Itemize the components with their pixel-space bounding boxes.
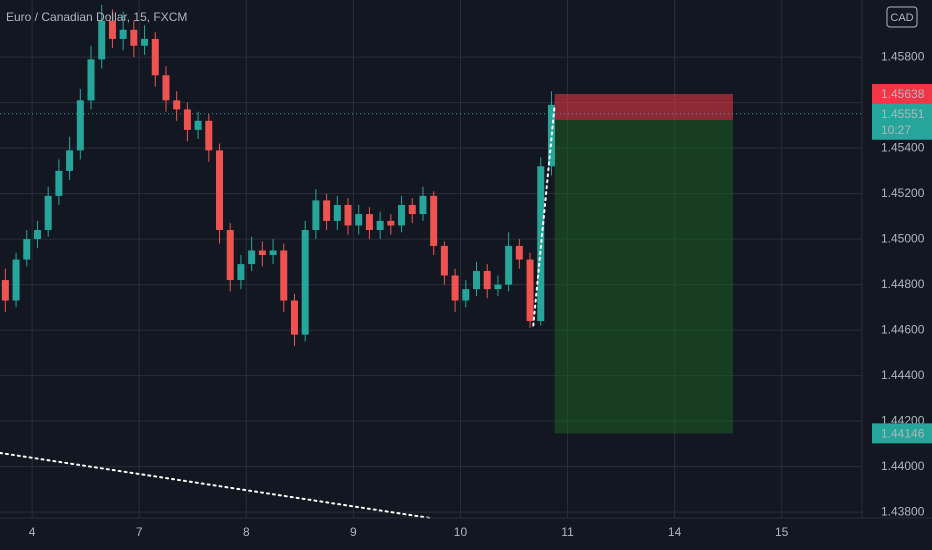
candle-body — [44, 195, 52, 230]
candle-body — [119, 29, 127, 39]
candle-body — [269, 250, 277, 256]
candle-body — [130, 29, 138, 46]
chart-title: Euro / Canadian Dollar, 15, FXCM — [6, 10, 187, 24]
price-label: 1.45638 — [881, 87, 925, 101]
candle-body — [312, 200, 320, 230]
candle-body — [183, 109, 191, 130]
axes: 1.438001.440001.442001.444001.446001.448… — [29, 49, 932, 539]
y-tick-label: 1.45400 — [881, 140, 925, 154]
candle-body — [387, 220, 395, 226]
candle-body — [344, 204, 352, 226]
x-tick-label: 11 — [561, 525, 574, 539]
candle-body — [462, 289, 470, 301]
candle-body — [323, 200, 331, 221]
price-label-box — [872, 83, 932, 104]
y-tick-label: 1.43800 — [881, 504, 925, 518]
candle-body — [290, 300, 298, 335]
x-tick-label: 15 — [775, 525, 789, 539]
candle-body — [537, 166, 545, 321]
candle-body — [408, 204, 416, 215]
y-tick-label: 1.44800 — [881, 277, 925, 291]
candle-body — [419, 195, 427, 215]
x-tick-label: 7 — [136, 525, 143, 539]
candle-body — [430, 195, 438, 246]
x-tick-label: 4 — [29, 525, 36, 539]
candle-body — [398, 204, 406, 226]
candle-body — [33, 229, 41, 240]
y-tick-label: 1.44400 — [881, 368, 925, 382]
candle-body — [1, 280, 9, 301]
candle-body — [494, 284, 502, 290]
candle-body — [55, 170, 63, 196]
candle-body — [301, 229, 309, 335]
candle-body — [473, 270, 481, 290]
y-tick-label: 1.45200 — [881, 186, 925, 200]
candle-body — [141, 38, 149, 46]
candle-body — [76, 100, 84, 151]
candle-body — [258, 250, 266, 256]
y-tick-label: 1.45800 — [881, 49, 925, 63]
y-tick-label: 1.44600 — [881, 322, 925, 336]
candle-body — [547, 104, 555, 167]
candle-body — [12, 259, 20, 301]
candle-body — [194, 120, 202, 130]
current-price-box — [872, 103, 932, 140]
candle-body — [515, 245, 523, 260]
candle-body — [505, 245, 513, 285]
price-label: 1.44146 — [881, 427, 925, 441]
candle-body — [205, 120, 213, 151]
stop-zone — [554, 93, 733, 121]
candle-body — [451, 275, 459, 301]
trend-line — [532, 103, 556, 327]
trend-line — [0, 451, 432, 519]
candle-body — [280, 250, 288, 301]
y-tick-label: 1.45000 — [881, 231, 925, 245]
candle-body — [365, 214, 373, 230]
candle-body — [355, 214, 363, 226]
candle-body — [440, 245, 448, 276]
candle-body — [483, 270, 491, 290]
y-tick-label: 1.44000 — [881, 459, 925, 473]
candle-body — [98, 20, 106, 60]
plot — [0, 4, 862, 519]
candle-body — [162, 75, 170, 101]
countdown: 10:27 — [881, 123, 911, 137]
candle-body — [216, 150, 224, 230]
candle-body — [173, 100, 181, 110]
candle-body — [66, 150, 74, 171]
currency-button[interactable] — [886, 6, 918, 28]
x-tick-label: 9 — [350, 525, 357, 539]
x-tick-label: 14 — [668, 525, 682, 539]
candle-body — [23, 239, 31, 260]
candle-body — [248, 250, 256, 265]
price-label-box — [872, 423, 932, 444]
candle-body — [237, 264, 245, 281]
candle-body — [526, 259, 534, 321]
target-zone — [554, 120, 733, 434]
candle-body — [333, 204, 341, 221]
current-price-label: 1.45551 — [881, 107, 925, 121]
candle-body — [376, 220, 384, 230]
x-tick-label: 10 — [454, 525, 468, 539]
candle-body — [151, 38, 159, 76]
candle-body — [108, 20, 116, 39]
currency-label[interactable]: CAD — [890, 12, 913, 24]
x-tick-label: 8 — [243, 525, 250, 539]
candle-body — [226, 229, 234, 281]
candle-body — [87, 59, 95, 101]
